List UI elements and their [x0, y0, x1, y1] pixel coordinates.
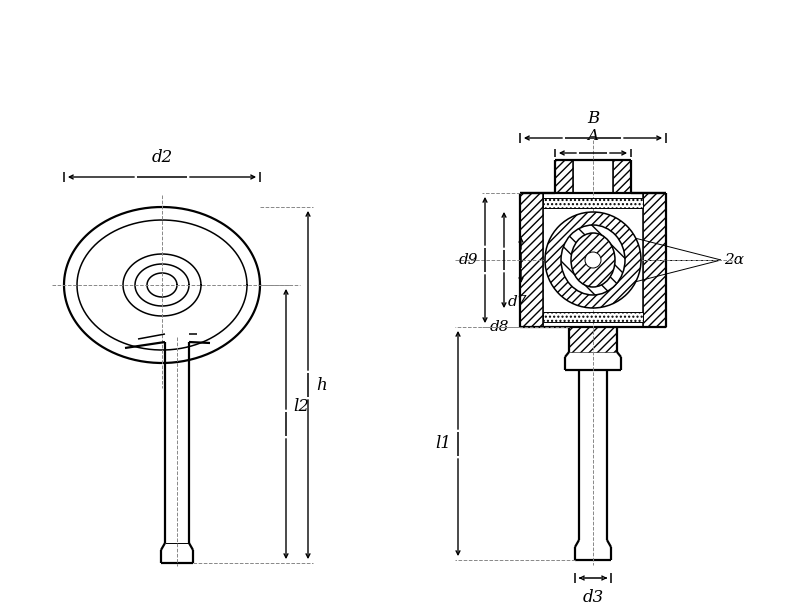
Ellipse shape: [561, 225, 625, 295]
Text: l2: l2: [293, 397, 309, 415]
Text: d9: d9: [458, 253, 478, 267]
Bar: [569, 327, 617, 352]
FancyBboxPatch shape: [543, 312, 643, 322]
Ellipse shape: [571, 233, 615, 287]
Text: 2α: 2α: [724, 253, 744, 267]
Bar: [613, 160, 631, 193]
Text: l1: l1: [435, 435, 451, 453]
Text: A: A: [587, 129, 598, 143]
Text: B: B: [587, 110, 599, 127]
Text: d7: d7: [507, 295, 526, 309]
Text: h: h: [316, 376, 326, 394]
Text: d8: d8: [490, 320, 509, 334]
Text: d3: d3: [582, 589, 604, 606]
Ellipse shape: [545, 212, 641, 308]
Ellipse shape: [585, 252, 601, 268]
Bar: [520, 193, 543, 327]
Text: d2: d2: [151, 149, 173, 166]
FancyBboxPatch shape: [543, 198, 643, 208]
Bar: [643, 193, 666, 327]
Bar: [555, 160, 573, 193]
